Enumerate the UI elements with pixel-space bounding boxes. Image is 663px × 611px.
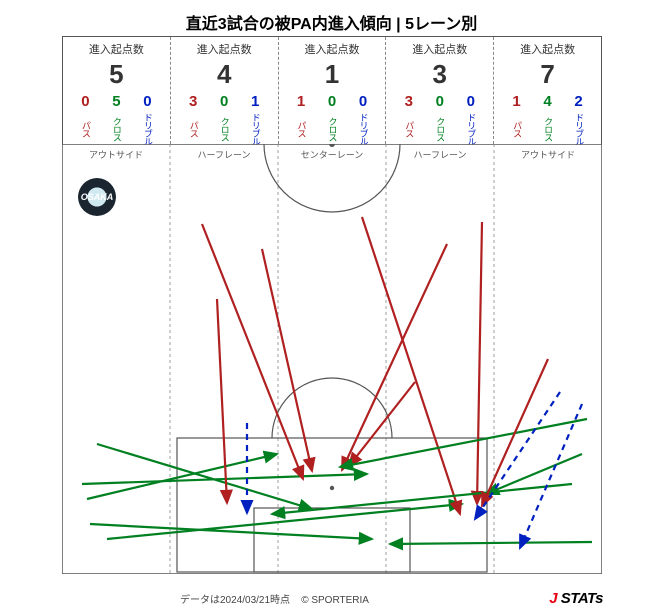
lane-header-label: 進入起点数 xyxy=(386,41,493,57)
lane-header-label: 進入起点数 xyxy=(494,41,601,57)
footer-date: データは2024/03/21時点 xyxy=(180,595,290,606)
pitch-diagram xyxy=(62,144,602,574)
lane-header: 進入起点数 1 1パス 0クロス 0ドリブル xyxy=(279,37,387,144)
lane-total: 4 xyxy=(171,59,278,90)
lane-sub-label: ハーフレーン xyxy=(386,148,494,161)
lane-sub-labels: アウトサイドハーフレーンセンターレーンハーフレーンアウトサイド xyxy=(62,148,602,161)
footer: データは2024/03/21時点 © SPORTERIA J STATs xyxy=(0,590,663,607)
bd-dribble: 2ドリブル xyxy=(568,94,590,147)
lane-sub-label: ハーフレーン xyxy=(170,148,278,161)
team-badge: OSAKA xyxy=(78,178,116,216)
lane-breakdown: 0パス 5クロス 0ドリブル xyxy=(63,94,170,147)
bd-cross: 0クロス xyxy=(321,94,343,147)
bd-cross: 0クロス xyxy=(213,94,235,147)
lane-breakdown: 3パス 0クロス 1ドリブル xyxy=(171,94,278,147)
bd-pass: 1パス xyxy=(506,94,528,147)
bd-cross: 5クロス xyxy=(105,94,127,147)
lane-header: 進入起点数 4 3パス 0クロス 1ドリブル xyxy=(171,37,279,144)
lane-breakdown: 1パス 0クロス 0ドリブル xyxy=(279,94,386,147)
lane-header: 進入起点数 7 1パス 4クロス 2ドリブル xyxy=(494,37,601,144)
lane-breakdown: 1パス 4クロス 2ドリブル xyxy=(494,94,601,147)
lane-total: 7 xyxy=(494,59,601,90)
bd-cross: 4クロス xyxy=(537,94,559,147)
bd-pass: 3パス xyxy=(398,94,420,147)
lane-total: 3 xyxy=(386,59,493,90)
lane-header-label: 進入起点数 xyxy=(63,41,170,57)
lane-header-label: 進入起点数 xyxy=(171,41,278,57)
bd-dribble: 0ドリブル xyxy=(136,94,158,147)
lane-headers: 進入起点数 5 0パス 5クロス 0ドリブル 進入起点数 4 3パス 0クロス … xyxy=(62,36,602,144)
bd-dribble: 0ドリブル xyxy=(460,94,482,147)
lane-sub-label: アウトサイド xyxy=(494,148,602,161)
chart-title: 直近3試合の被PA内進入傾向 | 5レーン別 xyxy=(0,0,663,34)
bd-dribble: 0ドリブル xyxy=(352,94,374,147)
bd-pass: 1パス xyxy=(290,94,312,147)
lane-sub-label: センターレーン xyxy=(278,148,386,161)
jstats-logo: J STATs xyxy=(549,590,603,607)
bd-pass: 3パス xyxy=(182,94,204,147)
lane-header: 進入起点数 5 0パス 5クロス 0ドリブル xyxy=(63,37,171,144)
lane-header-label: 進入起点数 xyxy=(279,41,386,57)
chart-container: 直近3試合の被PA内進入傾向 | 5レーン別 進入起点数 5 0パス 5クロス … xyxy=(0,0,663,611)
bd-dribble: 1ドリブル xyxy=(244,94,266,147)
lane-total: 5 xyxy=(63,59,170,90)
lane-total: 1 xyxy=(279,59,386,90)
lane-header: 進入起点数 3 3パス 0クロス 0ドリブル xyxy=(386,37,494,144)
lane-sub-label: アウトサイド xyxy=(62,148,170,161)
bd-pass: 0パス xyxy=(74,94,96,147)
bd-cross: 0クロス xyxy=(429,94,451,147)
footer-copy: © SPORTERIA xyxy=(301,595,369,606)
lane-breakdown: 3パス 0クロス 0ドリブル xyxy=(386,94,493,147)
